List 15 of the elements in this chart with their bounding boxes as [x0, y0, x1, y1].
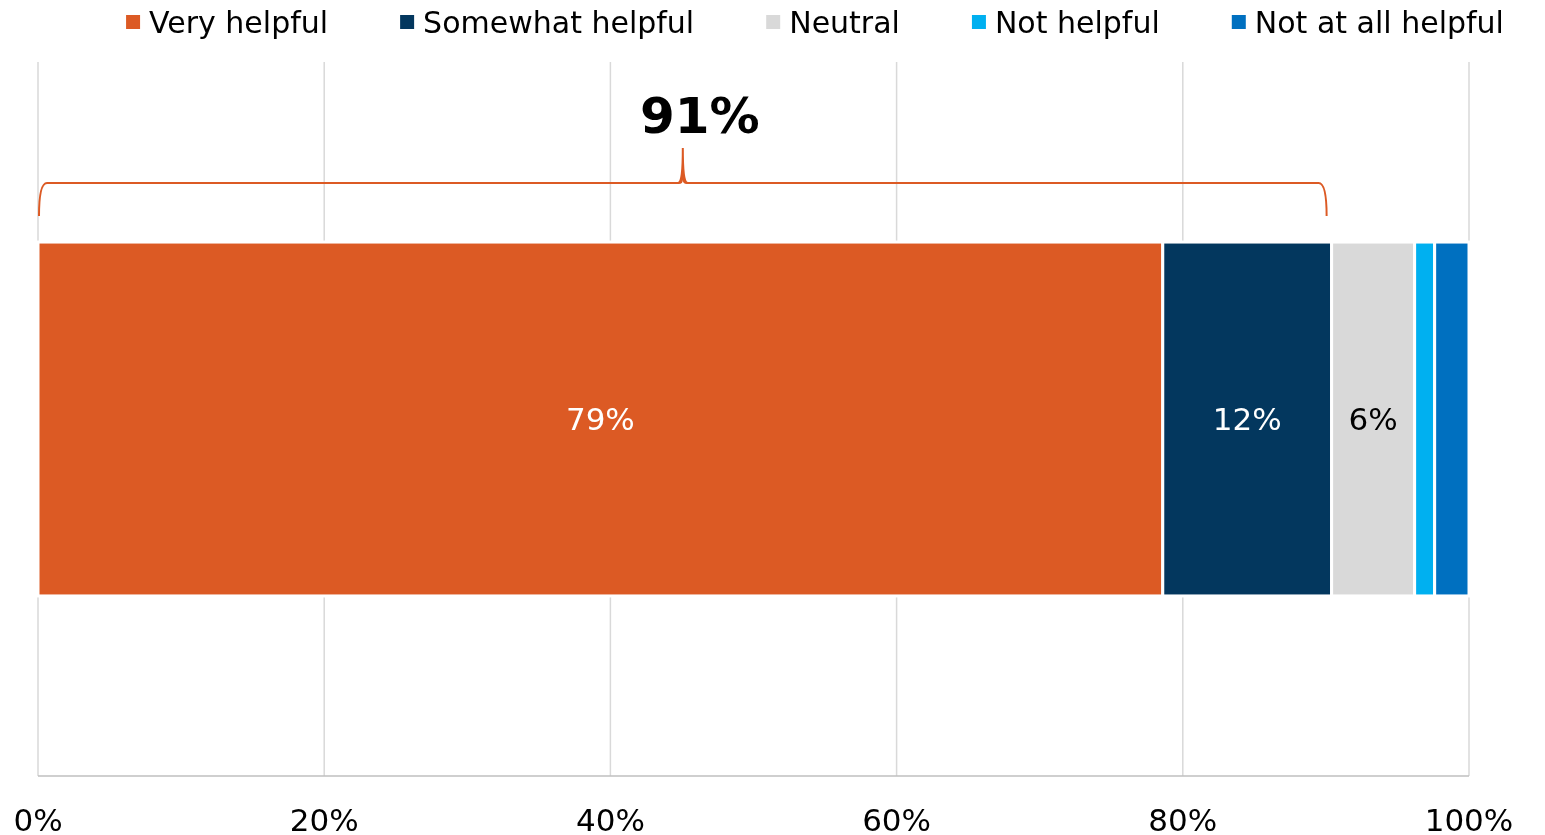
annotation: 91% — [639, 87, 760, 145]
data-label: 12% — [1212, 401, 1282, 438]
legend-label: Somewhat helpful — [423, 4, 695, 40]
x-tick-label: 60% — [862, 802, 932, 835]
legend-label: Not helpful — [994, 4, 1160, 40]
x-tick-label: 0% — [13, 802, 63, 835]
x-tick-label: 80% — [1148, 802, 1218, 835]
x-tick-label: 20% — [289, 802, 359, 835]
x-tick-label: 40% — [575, 802, 645, 835]
legend-label: Very helpful — [149, 4, 329, 40]
legend-label: Neutral — [789, 4, 900, 40]
data-label: 6% — [1348, 401, 1398, 438]
legend-label: Not at all helpful — [1254, 4, 1504, 40]
x-tick-label: 100% — [1424, 802, 1514, 835]
data-label: 79% — [565, 401, 635, 438]
